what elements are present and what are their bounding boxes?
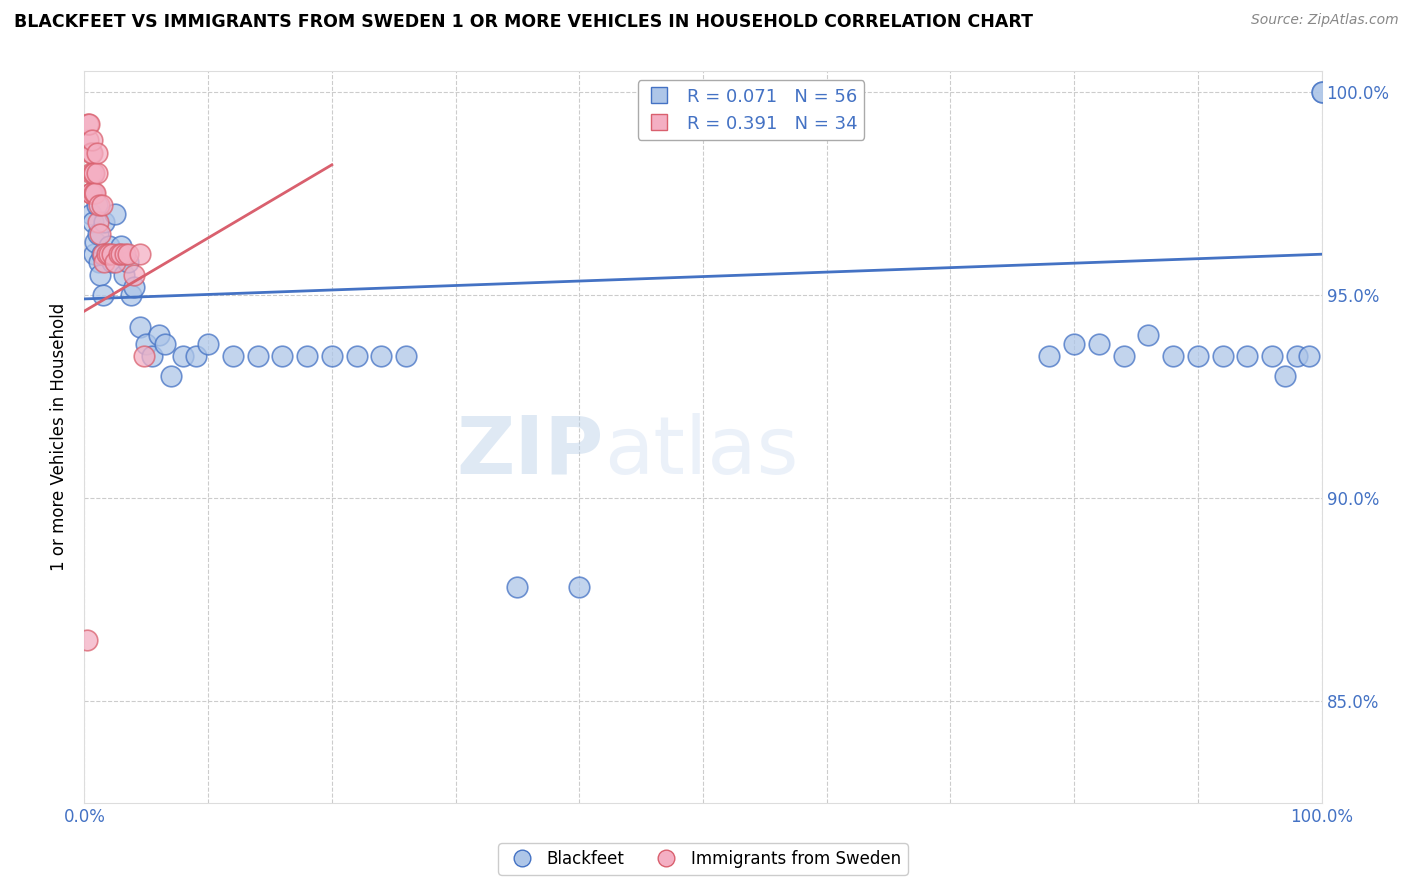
Point xyxy=(1187,349,1209,363)
Point xyxy=(79,145,101,160)
Point xyxy=(76,633,98,648)
Point xyxy=(84,235,107,249)
Point xyxy=(89,268,111,282)
Y-axis label: 1 or more Vehicles in Household: 1 or more Vehicles in Household xyxy=(51,303,69,571)
Point xyxy=(86,198,108,212)
Point xyxy=(1310,85,1333,99)
Point xyxy=(87,227,110,241)
Point xyxy=(1274,369,1296,384)
Point xyxy=(117,255,139,269)
Point xyxy=(93,215,115,229)
Text: Source: ZipAtlas.com: Source: ZipAtlas.com xyxy=(1251,13,1399,28)
Point xyxy=(98,247,121,261)
Point xyxy=(1038,349,1060,363)
Point xyxy=(122,268,145,282)
Point xyxy=(135,336,157,351)
Point xyxy=(83,166,105,180)
Point xyxy=(160,369,183,384)
Point xyxy=(79,186,101,201)
Point xyxy=(108,247,131,261)
Point xyxy=(79,117,101,131)
Point xyxy=(1310,85,1333,99)
Point xyxy=(86,166,108,180)
Point xyxy=(79,186,101,201)
Point xyxy=(84,186,107,201)
Point xyxy=(271,349,294,363)
Point xyxy=(1236,349,1258,363)
Point xyxy=(80,145,103,160)
Point xyxy=(96,247,118,261)
Point xyxy=(82,215,104,229)
Point xyxy=(141,349,163,363)
Point xyxy=(568,581,591,595)
Point xyxy=(1285,349,1308,363)
Point xyxy=(91,247,114,261)
Point xyxy=(79,186,101,201)
Point xyxy=(1112,349,1135,363)
Point xyxy=(96,247,118,261)
Point xyxy=(129,247,152,261)
Point xyxy=(222,349,245,363)
Point xyxy=(153,336,176,351)
Point xyxy=(77,117,100,131)
Point xyxy=(117,247,139,261)
Point xyxy=(1261,349,1284,363)
Point xyxy=(82,166,104,180)
Point xyxy=(104,255,127,269)
Point xyxy=(89,255,111,269)
Point xyxy=(108,247,131,261)
Point xyxy=(90,247,112,261)
Point xyxy=(321,349,343,363)
Point xyxy=(148,328,170,343)
Point xyxy=(91,288,114,302)
Point xyxy=(100,255,122,269)
Point xyxy=(80,186,103,201)
Point xyxy=(122,279,145,293)
Legend: R = 0.071   N = 56, R = 0.391   N = 34: R = 0.071 N = 56, R = 0.391 N = 34 xyxy=(638,80,865,140)
Point xyxy=(1063,336,1085,351)
Point xyxy=(246,349,269,363)
Point xyxy=(1212,349,1234,363)
Point xyxy=(184,349,207,363)
Point xyxy=(114,247,136,261)
Point xyxy=(395,349,418,363)
Point xyxy=(112,268,135,282)
Point xyxy=(89,198,111,212)
Point xyxy=(77,133,100,147)
Point xyxy=(80,133,103,147)
Point xyxy=(79,206,101,220)
Point xyxy=(295,349,318,363)
Point xyxy=(100,247,122,261)
Point xyxy=(86,145,108,160)
Text: ZIP: ZIP xyxy=(457,413,605,491)
Point xyxy=(120,288,142,302)
Point xyxy=(132,349,155,363)
Text: atlas: atlas xyxy=(605,413,799,491)
Text: BLACKFEET VS IMMIGRANTS FROM SWEDEN 1 OR MORE VEHICLES IN HOUSEHOLD CORRELATION : BLACKFEET VS IMMIGRANTS FROM SWEDEN 1 OR… xyxy=(14,13,1033,31)
Point xyxy=(89,227,111,241)
Point xyxy=(346,349,368,363)
Point xyxy=(1298,349,1320,363)
Point xyxy=(1137,328,1160,343)
Point xyxy=(1088,336,1111,351)
Point xyxy=(110,247,132,261)
Point xyxy=(87,215,110,229)
Point xyxy=(93,255,115,269)
Point xyxy=(83,247,105,261)
Point xyxy=(83,186,105,201)
Point xyxy=(506,581,529,595)
Point xyxy=(370,349,392,363)
Point xyxy=(104,206,127,220)
Point xyxy=(129,320,152,334)
Point xyxy=(98,239,121,253)
Point xyxy=(1161,349,1184,363)
Legend: Blackfeet, Immigrants from Sweden: Blackfeet, Immigrants from Sweden xyxy=(498,844,908,875)
Point xyxy=(172,349,194,363)
Point xyxy=(110,239,132,253)
Point xyxy=(197,336,219,351)
Point xyxy=(79,166,101,180)
Point xyxy=(90,198,112,212)
